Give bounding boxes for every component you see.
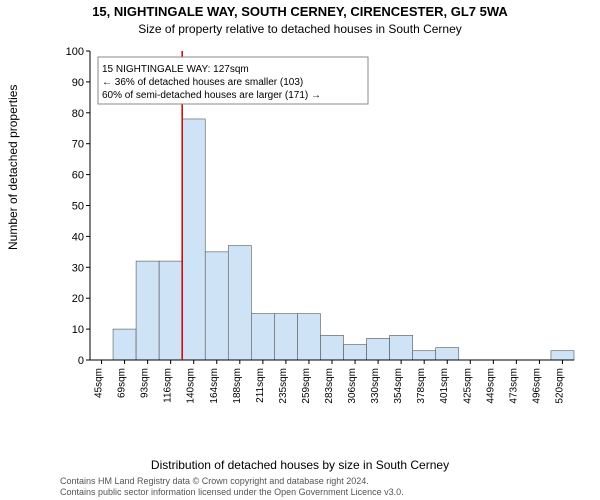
svg-text:69sqm: 69sqm [117,368,128,398]
svg-text:80: 80 [72,108,84,120]
svg-text:188sqm: 188sqm [232,368,243,404]
svg-text:50: 50 [72,201,84,213]
svg-text:70: 70 [72,139,84,151]
svg-text:354sqm: 354sqm [393,368,404,404]
chart-title-line2: Size of property relative to detached ho… [0,22,600,36]
svg-text:0: 0 [78,355,84,367]
svg-text:211sqm: 211sqm [255,368,266,403]
svg-text:306sqm: 306sqm [347,368,358,404]
svg-text:← 36% of detached houses are s: ← 36% of detached houses are smaller (10… [102,77,303,88]
svg-text:164sqm: 164sqm [209,368,220,404]
svg-text:378sqm: 378sqm [416,368,427,404]
svg-text:259sqm: 259sqm [301,368,312,404]
histogram-plot: 0 10 20 30 40 50 60 70 80 90 100 45sqm 69sqm 93sqm 116… [60,45,580,415]
svg-text:30: 30 [72,262,84,274]
svg-text:449sqm: 449sqm [485,368,496,404]
svg-text:15 NIGHTINGALE WAY: 127sqm: 15 NIGHTINGALE WAY: 127sqm [102,64,249,75]
svg-text:401sqm: 401sqm [439,368,450,404]
svg-text:93sqm: 93sqm [140,368,151,398]
svg-text:283sqm: 283sqm [324,368,335,404]
svg-text:60: 60 [72,170,84,182]
svg-text:100: 100 [66,46,84,58]
svg-text:40: 40 [72,231,84,243]
svg-text:330sqm: 330sqm [370,368,381,404]
svg-text:116sqm: 116sqm [163,368,174,403]
svg-text:10: 10 [72,324,84,336]
chart-title-line1: 15, NIGHTINGALE WAY, SOUTH CERNEY, CIREN… [0,4,600,19]
svg-text:425sqm: 425sqm [462,368,473,404]
x-axis-label: Distribution of detached houses by size … [0,458,600,472]
svg-text:60% of semi-detached houses ar: 60% of semi-detached houses are larger (… [102,90,321,101]
svg-text:520sqm: 520sqm [554,368,565,404]
credits-text: Contains HM Land Registry data © Crown c… [60,476,404,498]
svg-text:496sqm: 496sqm [531,368,542,404]
svg-text:45sqm: 45sqm [94,368,105,398]
svg-text:90: 90 [72,77,84,89]
svg-text:140sqm: 140sqm [186,368,197,404]
svg-text:473sqm: 473sqm [508,368,519,404]
svg-text:235sqm: 235sqm [278,368,289,404]
svg-text:20: 20 [72,293,84,305]
y-axis-label: Number of detached properties [6,85,20,250]
